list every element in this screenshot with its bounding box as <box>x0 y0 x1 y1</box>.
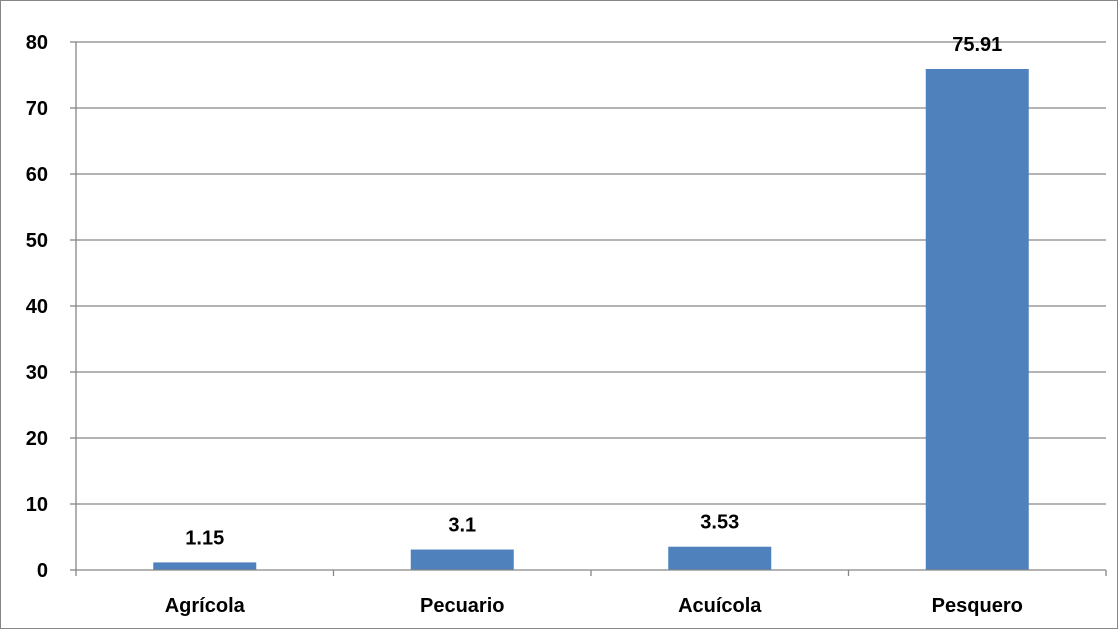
y-tick-label: 70 <box>26 98 48 120</box>
y-tick-label: 0 <box>37 560 48 582</box>
axes <box>70 41 1107 576</box>
x-axis-tick-labels: Agrícola Pecuario Acuícola Pesquero <box>165 595 1023 617</box>
gridlines <box>76 41 1106 505</box>
data-label-agrícola: 1.15 <box>185 527 224 549</box>
data-label-pesquero: 75.91 <box>952 34 1002 56</box>
data-label-acuícola: 3.53 <box>700 512 739 534</box>
bar-pecuario <box>410 549 514 570</box>
y-tick-label: 80 <box>26 32 48 54</box>
data-label-pecuario: 3.1 <box>448 515 476 537</box>
x-tick-label-agrícola: Agrícola <box>165 595 246 617</box>
y-tick-label: 20 <box>26 428 48 450</box>
x-tick-label-acuícola: Acuícola <box>678 595 762 617</box>
bar-pesquero <box>925 68 1029 570</box>
bars <box>153 68 1029 570</box>
y-tick-label: 50 <box>26 230 48 252</box>
bar-acuícola <box>668 546 772 570</box>
x-tick-label-pecuario: Pecuario <box>420 595 504 617</box>
y-tick-label: 60 <box>26 164 48 186</box>
y-tick-label: 40 <box>26 296 48 318</box>
bar-agrícola <box>153 562 257 570</box>
y-tick-label: 10 <box>26 494 48 516</box>
y-tick-label: 30 <box>26 362 48 384</box>
data-labels: 1.15 3.1 3.53 75.91 <box>185 34 1002 549</box>
y-axis-tick-labels: 0 10 20 30 40 50 60 70 80 <box>26 32 48 582</box>
x-tick-label-pesquero: Pesquero <box>932 595 1023 617</box>
